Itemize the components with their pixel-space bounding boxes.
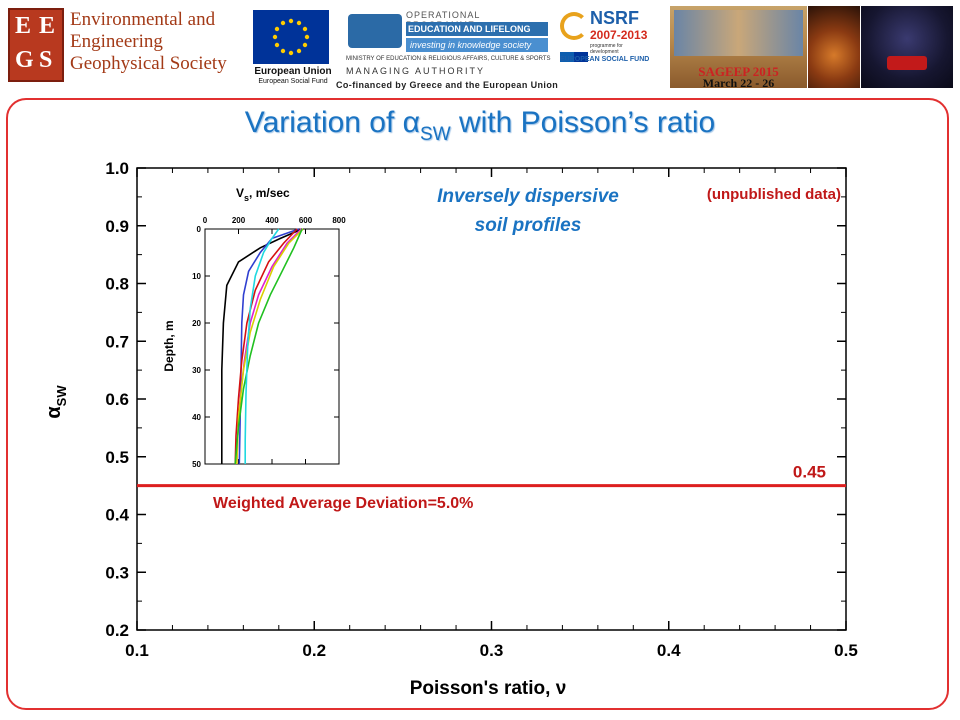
y-tick-label: 1.0 — [105, 159, 129, 178]
inset-velocity-profile-6 — [234, 228, 303, 465]
x-tick-label: 0.1 — [125, 641, 149, 660]
inset-velocity-profile-3 — [234, 228, 298, 465]
neon-sign-icon — [887, 56, 927, 70]
inset-y-tick-label: 30 — [192, 366, 201, 375]
op-line5: MANAGING AUTHORITY — [346, 66, 486, 76]
profile-annotation-line1: Inversely dispersive — [437, 186, 619, 207]
header-banner: E E G S Environmental and Engineering Ge… — [0, 0, 960, 96]
logo-letter: G — [15, 47, 34, 73]
y-axis-label: αSW — [43, 385, 69, 419]
x-tick-label: 0.2 — [302, 641, 326, 660]
inset-y-tick-label: 50 — [192, 460, 201, 469]
op-line4: MINISTRY OF EDUCATION & RELIGIOUS AFFAIR… — [346, 56, 551, 62]
cowboy-neon-sign-photo — [861, 6, 953, 88]
title-main: Variation of α — [244, 106, 421, 139]
y-tick-label: 0.3 — [105, 563, 129, 582]
inset-x-axis-label: Vs, m/sec — [236, 186, 290, 203]
y-tick-label: 0.6 — [105, 390, 129, 409]
inset-velocity-profile-5 — [236, 228, 304, 465]
nsrf-title: NSRF — [590, 8, 639, 28]
logo-letter: S — [39, 47, 53, 73]
y-tick-label: 0.8 — [105, 275, 129, 294]
op-line3: investing in knowledge society — [406, 38, 548, 52]
x-tick-label: 0.3 — [480, 641, 504, 660]
unpublished-annotation: (unpublished data) — [707, 186, 841, 203]
logo-letter: E — [15, 13, 32, 39]
inset-y-tick-label: 0 — [197, 225, 202, 234]
operational-programme-logo: OPERATIONAL PROGRAMME EDUCATION AND LIFE… — [346, 8, 550, 82]
eu-caption: European Union — [254, 66, 332, 77]
inset-x-tick-label: 400 — [265, 216, 279, 225]
nsrf-years: 2007-2013 — [590, 28, 648, 42]
x-axis-label: Poisson's ratio, ν — [410, 678, 567, 699]
inset-x-tick-label: 600 — [299, 216, 313, 225]
society-name: Environmental and Engineering Geophysica… — [70, 9, 227, 74]
svg-text:αSW: αSW — [43, 385, 69, 419]
nsrf-tagline: programme for development — [590, 43, 623, 55]
deviation-annotation: Weighted Average Deviation=5.0% — [213, 495, 473, 512]
x-tick-label: 0.4 — [657, 641, 681, 660]
eu-subcaption: European Social Fund — [258, 78, 328, 85]
logo-letter: E — [39, 13, 56, 39]
inset-x-label-sub: s — [244, 193, 249, 203]
sageep-postcard: SAGEEP 2015 March 22 - 26 — [670, 6, 807, 90]
inset-plot-area — [204, 228, 340, 465]
profile-annotation-line2: soil profiles — [475, 215, 582, 236]
title-subscript: SW — [420, 124, 451, 145]
guitar-photo — [808, 6, 860, 88]
austin-postcard-image — [674, 10, 803, 56]
eegs-logo: E E G S — [8, 8, 64, 82]
y-axis-label-sub: SW — [54, 385, 69, 407]
y-axis-label-main: α — [43, 406, 65, 419]
y-tick-label: 0.2 — [105, 621, 129, 640]
y-tick-label: 0.9 — [105, 217, 129, 236]
sageep-title: SAGEEP 2015 — [698, 64, 779, 79]
inset-x-tick-label: 0 — [203, 216, 208, 225]
inset-x-tick-label: 800 — [332, 216, 346, 225]
book-icon — [348, 14, 402, 48]
sageep-dates: March 22 - 26 — [702, 76, 775, 90]
reference-value-label: 0.45 — [793, 463, 826, 482]
slide-title: Variation of αSW with Poisson’s ratio — [0, 106, 960, 146]
eu-flag-icon — [253, 10, 329, 64]
nsrf-swoosh-icon — [560, 12, 588, 40]
cofinanced-caption: Co-financed by Greece and the European U… — [336, 80, 559, 90]
slide-frame — [6, 98, 949, 710]
inset-y-axis-label: Depth, m — [162, 320, 176, 371]
y-tick-label: 0.4 — [105, 506, 129, 525]
inset-x-label-rest: , m/sec — [249, 186, 290, 200]
flags-icon — [560, 52, 588, 62]
inset-velocity-profile-7 — [244, 228, 280, 464]
inset-y-tick-label: 20 — [192, 319, 201, 328]
title-rest: with Poisson’s ratio — [450, 106, 716, 139]
inset-y-tick-label: 10 — [192, 272, 201, 281]
inset-x-label-main: V — [236, 186, 244, 200]
esf-caption: EUROPEAN SOCIAL FUND — [560, 56, 650, 63]
inset-y-tick-label: 40 — [192, 413, 201, 422]
inset-x-tick-label: 200 — [232, 216, 246, 225]
y-tick-label: 0.5 — [105, 448, 129, 467]
y-tick-label: 0.7 — [105, 332, 129, 351]
x-tick-label: 0.5 — [834, 641, 858, 660]
inset-velocity-profile-1 — [221, 228, 303, 464]
nsrf-logo: NSRF 2007-2013 programme for development — [560, 8, 650, 68]
